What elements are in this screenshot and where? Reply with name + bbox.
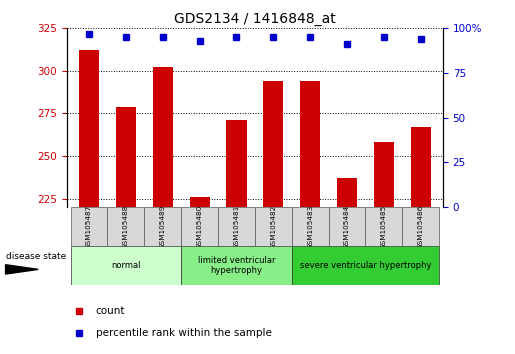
Bar [410,127,431,207]
Bar [190,197,210,207]
Bar [402,207,439,246]
Text: GSM105481: GSM105481 [233,205,239,249]
Bar [152,68,173,207]
Bar [292,207,329,246]
Text: GSM105486: GSM105486 [418,205,424,249]
Bar [181,246,292,285]
Bar [79,51,99,207]
Text: percentile rank within the sample: percentile rank within the sample [96,328,272,338]
Bar [337,178,357,207]
Text: limited ventricular
hypertrophy: limited ventricular hypertrophy [198,256,275,275]
Bar [227,120,247,207]
Bar [181,207,218,246]
Text: GSM105489: GSM105489 [160,205,166,249]
Text: GSM105480: GSM105480 [197,205,202,249]
Bar [218,207,255,246]
Bar [116,107,136,207]
Text: GSM105485: GSM105485 [381,205,387,249]
Bar [292,246,439,285]
Text: GSM105483: GSM105483 [307,205,313,249]
Text: GSM105482: GSM105482 [270,205,277,249]
Bar [71,246,181,285]
Bar [329,207,366,246]
Text: severe ventricular hypertrophy: severe ventricular hypertrophy [300,261,431,270]
Bar [144,207,181,246]
Text: GSM105488: GSM105488 [123,205,129,249]
Text: normal: normal [111,261,141,270]
Text: GSM105484: GSM105484 [344,205,350,249]
Bar [71,207,108,246]
Bar [374,142,394,207]
Bar [300,81,320,207]
Text: GSM105487: GSM105487 [86,205,92,249]
Polygon shape [6,265,38,274]
Bar [263,81,283,207]
Bar [366,207,402,246]
Title: GDS2134 / 1416848_at: GDS2134 / 1416848_at [174,12,336,26]
Bar [108,207,144,246]
Text: disease state: disease state [6,252,66,262]
Bar [255,207,292,246]
Text: count: count [96,306,125,316]
